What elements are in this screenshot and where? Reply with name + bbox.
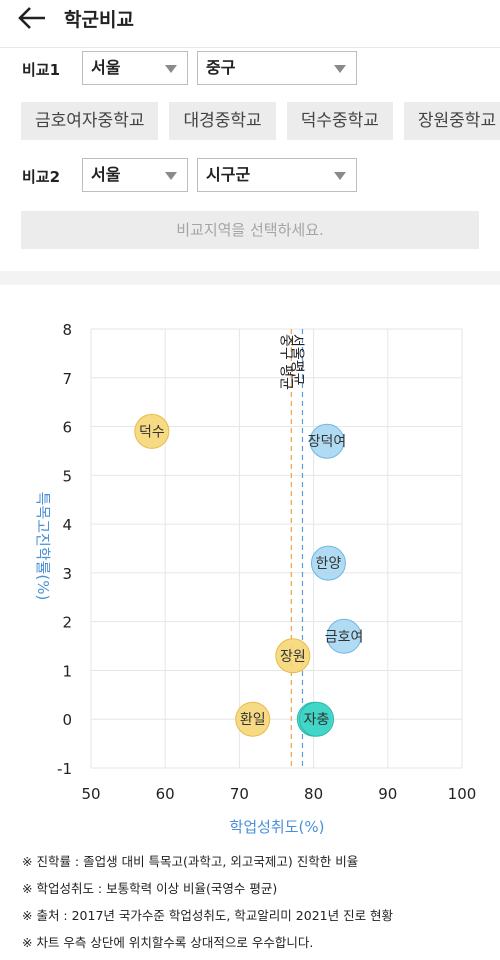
school-chip[interactable]: 금호여자중학교 — [21, 102, 159, 140]
reference-line-label: 서울평균 — [288, 334, 304, 386]
data-point — [134, 413, 170, 449]
header-divider — [0, 47, 500, 48]
x-tick-label: 100 — [448, 785, 477, 803]
chevron-down-icon — [334, 65, 346, 73]
data-point-label: 한양 — [316, 556, 342, 572]
y-tick-label: 4 — [62, 516, 72, 534]
data-point-label: 자충 — [304, 712, 330, 728]
compare1-district-value: 중구 — [206, 58, 236, 77]
footnote: ※ 진학률 : 졸업생 대비 특목고(과학고, 외고국제고) 진학한 비율 — [22, 854, 359, 869]
compare2-district-select[interactable]: 시구군 — [197, 158, 357, 192]
footnotes: ※ 진학률 : 졸업생 대비 특목고(과학고, 외고국제고) 진학한 비율 ※ … — [22, 852, 492, 960]
app-header: 학군비교 — [0, 0, 500, 40]
data-point — [235, 701, 271, 737]
y-tick-label: 6 — [62, 419, 72, 437]
chevron-down-icon — [165, 65, 177, 73]
compare1-region-value: 서울 — [91, 58, 121, 77]
data-point-label: 장원 — [280, 649, 306, 665]
compare2-notice: 비교지역을 선택하세요. — [21, 211, 479, 249]
x-tick-label: 50 — [81, 785, 100, 803]
x-tick-label: 90 — [378, 785, 397, 803]
y-tick-label: 8 — [62, 321, 72, 339]
footnote: ※ 출처 : 2017년 국가수준 학업성취도, 학교알리미 2021년 진로 … — [22, 908, 394, 923]
compare2-region-value: 서울 — [91, 165, 121, 184]
data-point-label: 덕수 — [139, 424, 165, 440]
arrow-left-icon[interactable] — [16, 4, 48, 32]
school-chip[interactable]: 장원중학교 — [403, 102, 500, 140]
school-chip-list: 금호여자중학교 대경중학교 덕수중학교 장원중학교 — [21, 102, 500, 140]
compare1-label: 비교1 — [22, 61, 61, 79]
y-tick-label: 7 — [62, 370, 72, 388]
school-chip[interactable]: 덕수중학교 — [286, 102, 393, 140]
y-axis-label: 특목고진학률(%) — [34, 492, 52, 601]
data-point — [310, 545, 346, 581]
data-point — [309, 423, 345, 459]
data-point-label: 금호여 — [325, 629, 364, 645]
footnote: ※ 차트 우측 상단에 위치할수록 상대적으로 우수합니다. — [22, 935, 314, 950]
x-tick-label: 70 — [230, 785, 249, 803]
chevron-down-icon — [334, 172, 346, 180]
x-tick-label: 80 — [304, 785, 323, 803]
data-point — [275, 638, 311, 674]
y-tick-label: 0 — [62, 711, 72, 729]
x-tick-label: 60 — [156, 785, 175, 803]
school-chip[interactable]: 대경중학교 — [169, 102, 276, 140]
data-point-label: 환일 — [240, 712, 266, 728]
y-tick-label: 3 — [62, 565, 72, 583]
chevron-down-icon — [165, 172, 177, 180]
y-tick-label: 2 — [62, 614, 72, 632]
data-point — [326, 618, 362, 654]
page-title: 학군비교 — [64, 9, 134, 31]
data-point — [299, 701, 335, 737]
chart-grid — [90, 328, 463, 769]
compare2-region-select[interactable]: 서울 — [82, 158, 188, 192]
compare2-district-value: 시구군 — [206, 165, 251, 184]
reference-line-label: 중구 평균 — [277, 334, 293, 390]
y-tick-label: 1 — [62, 662, 72, 680]
y-tick-label: -1 — [57, 760, 72, 778]
chart-points: 덕수장원환일장덕여한양금호여대경자충 — [134, 413, 364, 737]
footnote: ※ 학업성취도 : 보통학력 이상 비율(국영수 평균) — [22, 881, 278, 896]
data-point-label: 장덕여 — [308, 434, 347, 450]
x-axis-label: 학업성취도(%) — [230, 818, 325, 836]
compare2-label: 비교2 — [22, 168, 61, 186]
compare1-region-select[interactable]: 서울 — [82, 51, 188, 85]
compare1-district-select[interactable]: 중구 — [197, 51, 357, 85]
section-divider — [0, 271, 500, 285]
axis-ticks: -1 0 1 2 3 4 5 6 7 8 50 60 70 80 90 100 — [57, 321, 476, 803]
y-tick-label: 5 — [62, 467, 72, 485]
